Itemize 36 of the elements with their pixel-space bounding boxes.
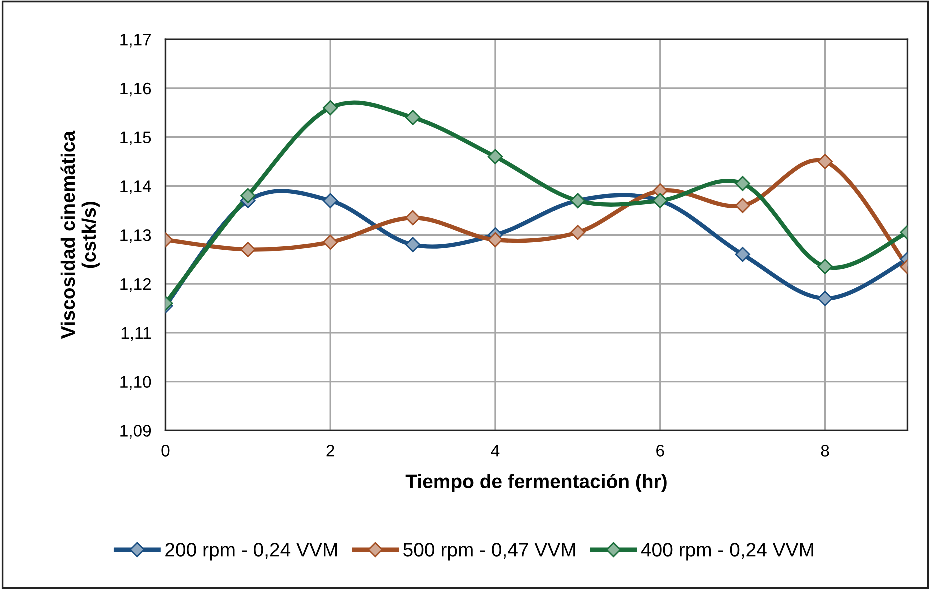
point	[735, 247, 750, 262]
point	[818, 259, 833, 274]
point	[570, 225, 586, 240]
y-tick-label: 1,09	[120, 425, 152, 439]
legend-label: 500 rpm - 0,47 VVM	[404, 543, 576, 561]
y-axis-title: Viscosidad cinemática (cstk/s)	[60, 130, 100, 340]
point	[488, 149, 504, 164]
point	[818, 154, 833, 170]
point	[240, 188, 256, 204]
point	[323, 193, 338, 208]
x-axis-title: Tiempo de fermentación (hr)	[406, 474, 667, 492]
point	[735, 176, 750, 192]
y-tick-label: 1,14	[120, 180, 152, 194]
y-tick-label: 1,11	[122, 327, 152, 342]
y-tick-label: 1,12	[120, 278, 151, 292]
legend-label: 400 rpm - 0,24 VVM	[641, 543, 814, 561]
y-tick-label: 1,13	[120, 230, 152, 244]
point	[405, 210, 421, 226]
point	[405, 110, 421, 126]
x-tick-label: 0	[162, 445, 170, 457]
point	[405, 237, 421, 252]
point	[240, 242, 256, 258]
x-tick-label: 2	[326, 445, 334, 457]
point	[818, 291, 833, 306]
point	[323, 234, 338, 250]
y-tick-label: 1,16	[120, 82, 152, 97]
y-tick-label: 1,17	[120, 34, 151, 48]
legend-label: 200 rpm - 0,24 VVM	[166, 543, 338, 561]
x-tick-label: 4	[491, 445, 500, 457]
point	[488, 232, 504, 248]
x-tick-label: 6	[656, 445, 664, 457]
x-tick-label: 8	[821, 445, 830, 457]
point	[323, 100, 338, 116]
y-tick-label: 1,10	[120, 376, 152, 390]
point	[735, 198, 750, 214]
y-tick-label: 1,15	[120, 132, 152, 146]
